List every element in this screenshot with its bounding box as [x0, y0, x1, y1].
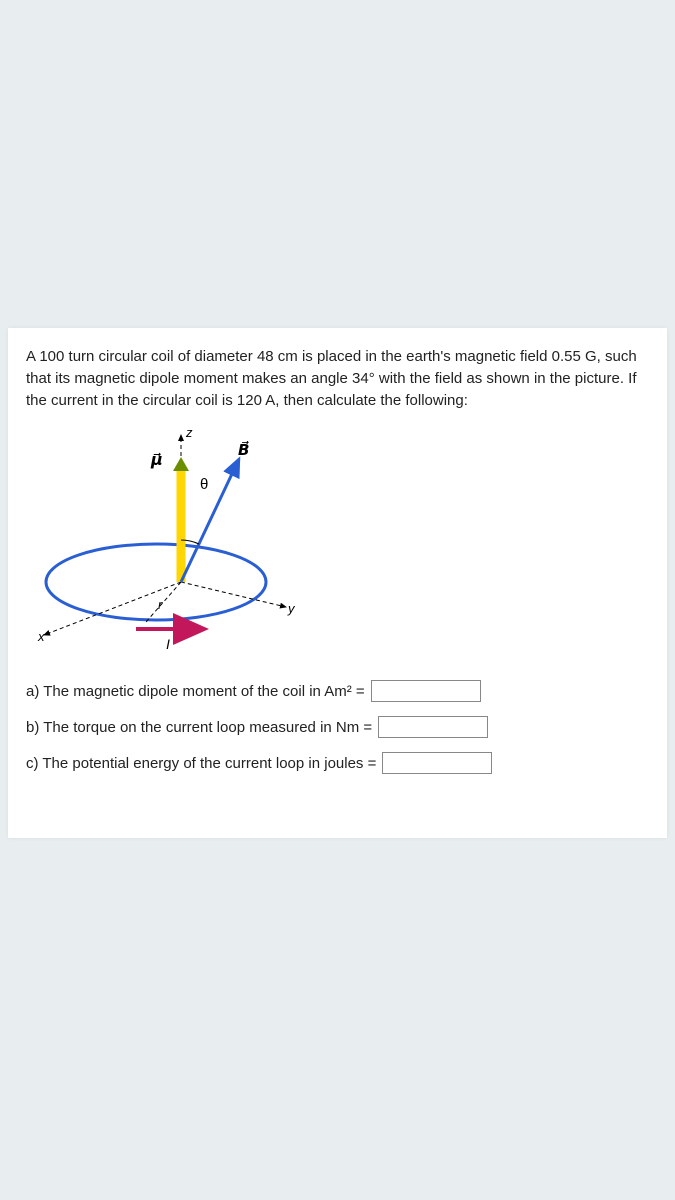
diagram-svg: zyxrμ⃗B⃗θI [26, 427, 296, 657]
answer-c-input[interactable] [382, 752, 492, 774]
problem-text: A 100 turn circular coil of diameter 48 … [26, 346, 649, 411]
answer-b-input[interactable] [378, 716, 488, 738]
answer-a-input[interactable] [371, 680, 481, 702]
question-a-text: a) The magnetic dipole moment of the coi… [26, 681, 365, 702]
physics-diagram: zyxrμ⃗B⃗θI [26, 427, 649, 662]
question-c-text: c) The potential energy of the current l… [26, 753, 376, 774]
question-a: a) The magnetic dipole moment of the coi… [26, 680, 649, 702]
svg-text:z: z [185, 427, 193, 440]
question-b: b) The torque on the current loop measur… [26, 716, 649, 738]
question-c: c) The potential energy of the current l… [26, 752, 649, 774]
svg-text:r: r [158, 597, 163, 612]
svg-text:θ: θ [200, 476, 208, 493]
svg-text:μ⃗: μ⃗ [150, 452, 163, 469]
svg-text:I: I [166, 636, 170, 652]
svg-text:B⃗: B⃗ [238, 441, 249, 460]
question-card: A 100 turn circular coil of diameter 48 … [8, 328, 667, 838]
question-b-text: b) The torque on the current loop measur… [26, 717, 372, 738]
svg-text:x: x [37, 629, 45, 644]
